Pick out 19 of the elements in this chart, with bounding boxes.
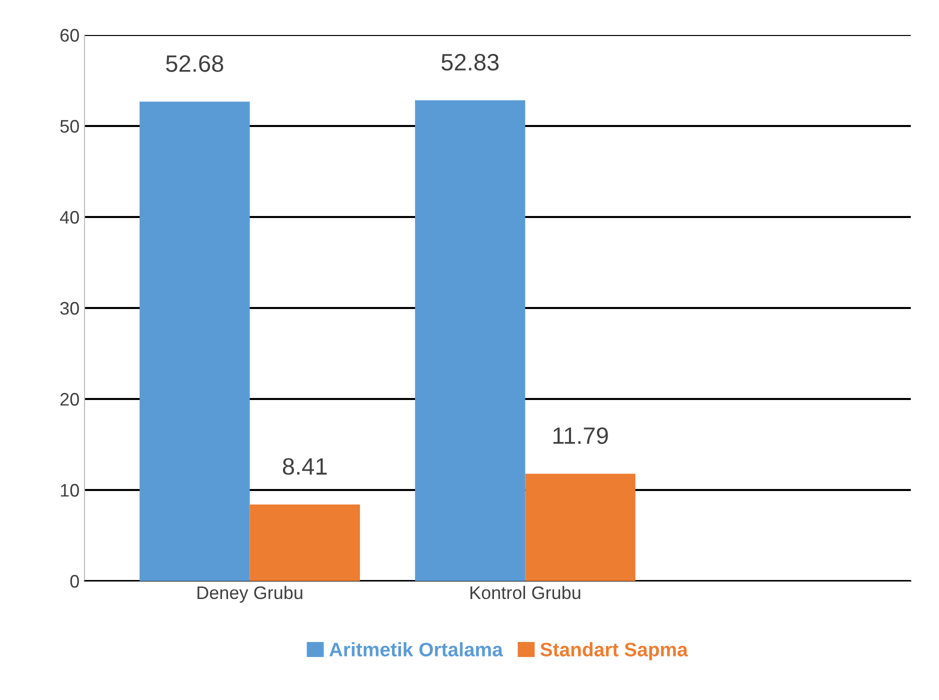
y-tick-label: 10 xyxy=(60,484,79,497)
bar xyxy=(140,102,250,581)
x-tick-label: Kontrol Grubu xyxy=(470,586,580,600)
y-tick-label: 60 xyxy=(60,28,79,42)
data-label: 52.83 xyxy=(442,54,499,71)
bar xyxy=(525,474,636,581)
y-tick-label: 40 xyxy=(60,210,79,224)
data-label: 52.68 xyxy=(166,55,224,72)
x-tick-label: Deney Grubu xyxy=(198,586,302,603)
bar xyxy=(250,504,360,581)
y-tick-label: 20 xyxy=(60,392,79,406)
bar xyxy=(415,100,526,581)
data-label: 11.79 xyxy=(553,427,608,444)
legend-label: Standart Sapma xyxy=(540,642,688,660)
y-tick-label: 0 xyxy=(70,574,79,588)
y-tick-label: 30 xyxy=(60,302,79,315)
data-label: 8.41 xyxy=(282,458,327,475)
y-tick-label: 50 xyxy=(60,120,79,133)
legend-label: Aritmetik Ortalama xyxy=(329,642,503,656)
